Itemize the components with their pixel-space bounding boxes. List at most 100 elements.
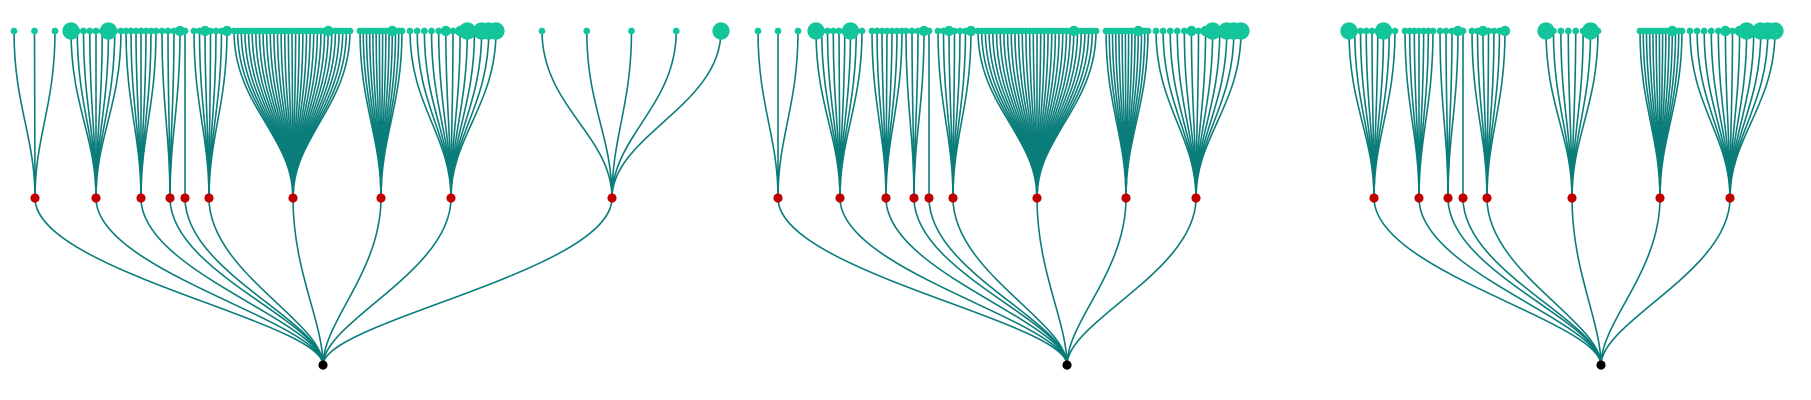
leaf-node bbox=[435, 27, 443, 35]
cluster-node bbox=[1121, 193, 1131, 203]
mid-to-leaf-edge bbox=[1571, 30, 1599, 199]
mid-to-leaf-edge bbox=[140, 30, 157, 199]
mid-to-leaf-edge bbox=[777, 30, 799, 199]
leaf-node bbox=[1204, 22, 1222, 40]
mid-to-leaf-edge bbox=[1373, 30, 1396, 199]
leaf-node bbox=[1415, 27, 1423, 35]
cluster-node bbox=[1443, 193, 1453, 203]
leaf-node bbox=[80, 27, 87, 35]
leaf-node bbox=[1152, 27, 1160, 35]
leaf-node bbox=[925, 27, 933, 35]
root-node bbox=[318, 360, 328, 370]
cluster-node bbox=[1725, 193, 1735, 203]
root-to-mid-edge bbox=[95, 197, 324, 366]
leaf-node bbox=[1485, 27, 1492, 35]
mid-to-leaf-edge bbox=[611, 30, 722, 199]
leaf-node bbox=[413, 27, 421, 35]
leaf-node bbox=[487, 22, 505, 40]
leaf-node bbox=[583, 27, 591, 35]
leaf-node bbox=[1459, 27, 1467, 35]
leaf-node bbox=[1362, 27, 1370, 35]
leaf-node bbox=[873, 27, 881, 35]
mid-to-leaf-edge bbox=[839, 30, 863, 199]
leaf-node bbox=[934, 27, 942, 35]
leaf-node bbox=[1729, 27, 1736, 35]
leaf-node bbox=[207, 27, 214, 35]
root-to-mid-edge bbox=[1418, 197, 1602, 366]
leaf-node bbox=[199, 25, 211, 37]
leaf-node bbox=[127, 27, 135, 35]
leaf-node bbox=[1537, 22, 1555, 40]
cluster-node bbox=[446, 193, 456, 203]
mid-to-leaf-edge bbox=[541, 30, 613, 199]
root-to-mid-edge bbox=[928, 197, 1068, 366]
leaf-node bbox=[1490, 27, 1498, 35]
root-to-mid-edge bbox=[1036, 197, 1068, 366]
leaf-node bbox=[31, 27, 38, 35]
leaf-node bbox=[908, 27, 916, 35]
leaf-node bbox=[147, 27, 155, 35]
root-to-mid-edge bbox=[839, 197, 1068, 366]
leaf-node bbox=[1700, 27, 1708, 35]
cluster-node bbox=[1032, 193, 1042, 203]
leaf-node bbox=[1686, 27, 1694, 35]
leaf-node bbox=[835, 27, 843, 35]
leaf-node bbox=[1738, 22, 1756, 40]
cluster-node bbox=[1414, 193, 1424, 203]
cluster-node bbox=[180, 193, 190, 203]
leaf-node bbox=[1420, 27, 1428, 35]
cluster-node bbox=[376, 193, 386, 203]
leaf-node bbox=[137, 27, 145, 35]
leaf-node bbox=[1374, 22, 1393, 40]
leaf-node bbox=[122, 27, 130, 35]
leaf-node bbox=[1159, 27, 1167, 35]
leaf-node bbox=[1410, 27, 1418, 35]
leaf-node bbox=[1232, 22, 1250, 40]
leaf-node bbox=[1186, 25, 1197, 37]
leaf-node bbox=[878, 27, 886, 35]
leaf-node bbox=[1144, 27, 1152, 35]
leaf-node bbox=[824, 27, 831, 35]
root-node bbox=[1596, 360, 1606, 370]
leaf-node bbox=[51, 27, 59, 35]
root-to-mid-edge bbox=[1600, 197, 1731, 366]
leaf-node bbox=[111, 27, 119, 35]
leaf-node bbox=[818, 27, 826, 35]
leaf-node bbox=[346, 27, 354, 35]
leaf-node bbox=[1406, 27, 1414, 35]
cluster-node bbox=[909, 193, 919, 203]
mid-to-leaf-edge bbox=[1418, 30, 1434, 199]
mid-to-leaf-edge bbox=[34, 30, 56, 199]
leaf-node bbox=[1340, 22, 1358, 40]
mid-to-leaf-edge bbox=[380, 30, 403, 199]
cluster-node bbox=[835, 193, 845, 203]
leaf-node bbox=[1429, 27, 1437, 35]
leaf-node bbox=[754, 27, 762, 35]
leaf-node bbox=[1557, 27, 1565, 35]
root-to-mid-edge bbox=[1462, 197, 1602, 366]
mid-to-leaf-edge bbox=[95, 30, 122, 199]
leaf-node bbox=[1351, 27, 1359, 35]
mid-to-leaf-edge bbox=[757, 30, 779, 199]
leaf-node bbox=[164, 27, 172, 35]
edges-layer bbox=[13, 30, 1776, 366]
cluster-node bbox=[30, 193, 40, 203]
leaf-node bbox=[1180, 27, 1188, 35]
root-to-mid-edge bbox=[140, 197, 324, 366]
mid-to-leaf-edge bbox=[208, 30, 228, 199]
mid-to-leaf-edge bbox=[13, 30, 36, 199]
leaf-node bbox=[807, 22, 825, 40]
leaf-node bbox=[672, 27, 680, 35]
cluster-node bbox=[924, 193, 934, 203]
mid-to-leaf-edge bbox=[611, 30, 678, 199]
leaf-node bbox=[951, 27, 958, 35]
mid-to-leaf-edge bbox=[913, 30, 925, 199]
leaf-node bbox=[1714, 27, 1722, 35]
mid-to-leaf-edge bbox=[611, 30, 633, 199]
leaf-node bbox=[132, 27, 140, 35]
root-to-mid-edge bbox=[34, 197, 324, 366]
leaf-node bbox=[1401, 27, 1409, 35]
root-to-mid-edge bbox=[885, 197, 1068, 366]
leaf-node bbox=[174, 25, 186, 37]
